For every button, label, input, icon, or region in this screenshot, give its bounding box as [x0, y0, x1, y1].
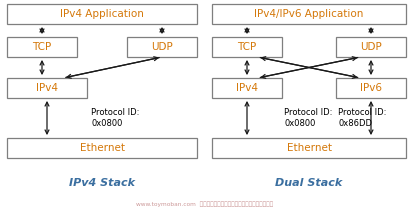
Bar: [212, 78, 282, 98]
Text: Dual Stack: Dual Stack: [275, 178, 343, 188]
Text: TCP: TCP: [32, 42, 52, 52]
Bar: [127, 37, 197, 57]
Bar: [212, 138, 406, 158]
Text: Protocol ID:
0x86DD: Protocol ID: 0x86DD: [338, 108, 386, 128]
Text: Protocol ID:
0x0800: Protocol ID: 0x0800: [91, 108, 139, 128]
Text: IPv4 Application: IPv4 Application: [60, 9, 144, 19]
Bar: [7, 78, 87, 98]
Text: UDP: UDP: [360, 42, 382, 52]
Bar: [7, 138, 197, 158]
Text: www.toymoban.com  网络图片仅供展示，非存储，如有授权请联系删: www.toymoban.com 网络图片仅供展示，非存储，如有授权请联系删: [136, 201, 274, 207]
Text: TCP: TCP: [238, 42, 256, 52]
Text: IPv4 Stack: IPv4 Stack: [69, 178, 135, 188]
Bar: [7, 4, 197, 24]
Bar: [7, 37, 77, 57]
Text: IPv6: IPv6: [360, 83, 382, 93]
Text: Protocol ID:
0x0800: Protocol ID: 0x0800: [284, 108, 332, 128]
Text: IPv4: IPv4: [236, 83, 258, 93]
Bar: [336, 78, 406, 98]
Text: IPv4: IPv4: [36, 83, 58, 93]
Text: Ethernet: Ethernet: [79, 143, 125, 153]
Text: Ethernet: Ethernet: [286, 143, 332, 153]
Text: UDP: UDP: [151, 42, 173, 52]
Bar: [336, 37, 406, 57]
Bar: [212, 4, 406, 24]
Text: IPv4/IPv6 Application: IPv4/IPv6 Application: [254, 9, 364, 19]
Bar: [212, 37, 282, 57]
